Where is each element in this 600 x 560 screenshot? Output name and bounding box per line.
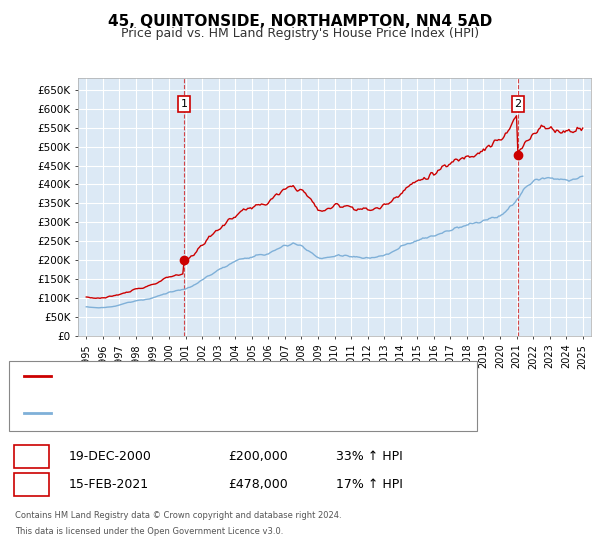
Text: 2: 2 bbox=[27, 478, 35, 491]
Text: HPI: Average price, detached house, West Northamptonshire: HPI: Average price, detached house, West… bbox=[55, 408, 372, 418]
Text: 45, QUINTONSIDE, NORTHAMPTON, NN4 5AD: 45, QUINTONSIDE, NORTHAMPTON, NN4 5AD bbox=[108, 14, 492, 29]
Text: This data is licensed under the Open Government Licence v3.0.: This data is licensed under the Open Gov… bbox=[15, 528, 283, 536]
Text: 45, QUINTONSIDE, NORTHAMPTON, NN4 5AD (detached house): 45, QUINTONSIDE, NORTHAMPTON, NN4 5AD (d… bbox=[55, 371, 384, 381]
Text: £200,000: £200,000 bbox=[228, 450, 288, 463]
Text: 33% ↑ HPI: 33% ↑ HPI bbox=[336, 450, 403, 463]
Text: 2: 2 bbox=[514, 99, 521, 109]
Text: 19-DEC-2000: 19-DEC-2000 bbox=[69, 450, 152, 463]
Text: Contains HM Land Registry data © Crown copyright and database right 2024.: Contains HM Land Registry data © Crown c… bbox=[15, 511, 341, 520]
Text: 15-FEB-2021: 15-FEB-2021 bbox=[69, 478, 149, 491]
Text: 1: 1 bbox=[181, 99, 188, 109]
Text: Price paid vs. HM Land Registry's House Price Index (HPI): Price paid vs. HM Land Registry's House … bbox=[121, 27, 479, 40]
Text: 1: 1 bbox=[27, 450, 35, 463]
Text: 17% ↑ HPI: 17% ↑ HPI bbox=[336, 478, 403, 491]
Text: £478,000: £478,000 bbox=[228, 478, 288, 491]
